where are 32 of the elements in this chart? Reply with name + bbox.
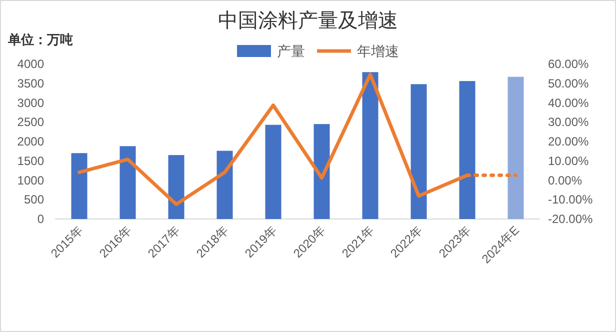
y2-tick-label: 40.00%	[548, 96, 590, 110]
bar	[410, 84, 427, 219]
y-tick-label: 0	[37, 212, 44, 226]
y2-tick-label: -10.00%	[548, 192, 594, 207]
y2-tick-label: 30.00%	[548, 115, 590, 130]
legend-label: 产量	[277, 43, 305, 59]
legend-label: 年增速	[357, 43, 399, 59]
y-tick-label: 1500	[17, 154, 44, 168]
text: 单位：万吨	[7, 32, 73, 47]
y2-tick-label: 0.00%	[548, 173, 582, 188]
bar	[362, 72, 378, 219]
y-tick-label: 1000	[17, 173, 44, 188]
y-tick-label: 4000	[17, 57, 44, 71]
bar	[120, 146, 136, 219]
y-tick-label: 2000	[17, 134, 44, 148]
y2-tick-label: -20.00%	[548, 212, 594, 226]
bar	[265, 124, 282, 219]
y2-tick-label: 50.00%	[548, 76, 590, 90]
y2-tick-label: 20.00%	[548, 134, 590, 148]
y-tick-label: 3500	[17, 76, 44, 90]
chart-title: 中国涂料产量及增速	[218, 10, 398, 32]
bar	[216, 150, 233, 219]
bar	[508, 76, 524, 219]
y-tick-label: 2500	[17, 115, 44, 130]
bar	[314, 124, 330, 219]
bar	[71, 153, 88, 219]
y-tick-label: 500	[24, 192, 44, 207]
y2-tick-label: 10.00%	[548, 154, 590, 168]
bar	[168, 155, 184, 219]
bar	[459, 81, 476, 219]
y-tick-label: 3000	[17, 96, 44, 110]
y2-tick-label: 60.00%	[548, 57, 590, 71]
